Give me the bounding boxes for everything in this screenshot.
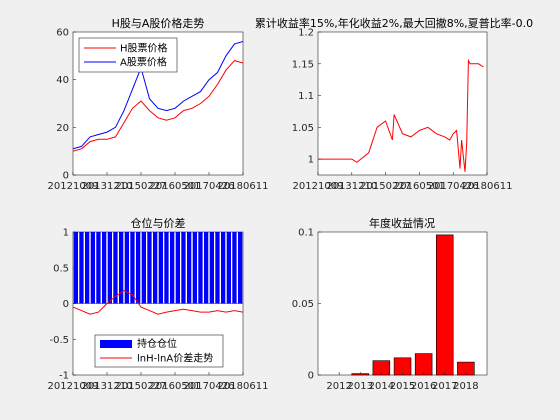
year-bar (414, 353, 433, 376)
position-bar (181, 232, 186, 304)
x-tick-label: 20180611 (462, 181, 513, 192)
x-tick-label: 2014 (369, 381, 394, 392)
position-bar (221, 232, 226, 304)
position-bar (136, 232, 141, 304)
x-tick-label: 20131210 (326, 181, 377, 192)
return-chart-title: 累计收益率15%,年化收益2%,最大回撤8%,夏普比率-0.0 (255, 16, 533, 30)
series-line (73, 41, 243, 150)
position-bar (158, 232, 163, 304)
x-tick-label: 20121009 (48, 381, 99, 392)
y-tick-label: 1.05 (292, 123, 314, 134)
position-bar (232, 232, 237, 304)
position-bar (209, 232, 214, 304)
position-bar (238, 232, 243, 304)
legend-label: lnH-lnA价差走势 (137, 352, 213, 365)
year-bar (435, 234, 454, 376)
position-bar (79, 232, 84, 304)
position-bar (130, 232, 135, 304)
x-tick-label: 2012 (326, 381, 351, 392)
series-line (73, 60, 243, 152)
x-tick-label: 2018 (453, 381, 478, 392)
legend-label: 持仓仓位 (137, 337, 177, 350)
y-tick-label: -1 (59, 371, 69, 382)
x-tick-label: 2015 (390, 381, 415, 392)
x-tick-label: 20131210 (82, 181, 133, 192)
x-tick-label: 20180611 (218, 381, 269, 392)
x-tick-label: 20150227 (360, 181, 411, 192)
position-bar (187, 232, 192, 304)
position-bar (85, 232, 90, 304)
y-tick-label: 0.5 (53, 263, 69, 274)
y-tick-label: 0 (63, 171, 69, 182)
position-bar (96, 232, 101, 304)
x-tick-label: 20160501 (150, 381, 201, 392)
legend: 持仓仓位 lnH-lnA价差走势 (94, 334, 224, 368)
legend-label: A股票价格 (120, 56, 167, 69)
position-bar (90, 232, 95, 304)
x-tick-label: 2013 (348, 381, 373, 392)
legend-label: H股票价格 (120, 42, 168, 55)
position-bar (147, 232, 152, 304)
y-tick-label: 0 (63, 299, 69, 310)
position-spread-chart: 仓位与价差 -1 -0.5 0 0.5 1 20121009201312102015022… (48, 216, 269, 392)
series-line (73, 290, 243, 315)
x-tick-label: 2016 (411, 381, 436, 392)
position-bar (164, 232, 169, 304)
position-bar (226, 232, 231, 304)
x-tick-label: 20170426 (184, 181, 235, 192)
x-tick-label: 20121009 (48, 181, 99, 192)
x-tick-label: 20180611 (218, 181, 269, 192)
y-tick-label: 0.05 (292, 299, 314, 310)
position-bar (170, 232, 175, 304)
x-tick-label: 20150227 (116, 381, 167, 392)
position-bar (198, 232, 203, 304)
price-chart: H股与A股价格走势 0 20 40 60 20121009201312102015022… (48, 16, 269, 192)
y-tick-label: 40 (56, 75, 69, 86)
legend-swatch (100, 340, 132, 348)
y-tick-label: -0.5 (49, 335, 69, 346)
y-tick-label: 1.2 (298, 28, 314, 39)
y-tick-label: 20 (56, 123, 69, 134)
y-tick-label: 1 (63, 228, 69, 239)
y-tick-label: 1.1 (298, 91, 314, 102)
x-tick-label: 20131210 (82, 381, 133, 392)
y-tick-label: 1 (308, 155, 314, 166)
x-tick-label: 20121009 (293, 181, 344, 192)
y-tick-label: 0.1 (298, 228, 314, 239)
x-tick-label: 20170426 (184, 381, 235, 392)
x-tick-label: 2017 (432, 381, 457, 392)
x-tick-label: 20170426 (428, 181, 479, 192)
x-tick-label: 20150227 (116, 181, 167, 192)
y-tick-label: 1.15 (292, 59, 314, 70)
annual-return-chart-title: 年度收益情况 (369, 216, 435, 230)
position-bar (215, 232, 220, 304)
position-bar (113, 232, 118, 304)
position-spread-chart-title: 仓位与价差 (131, 216, 186, 230)
position-bar (102, 232, 107, 304)
x-tick-label: 20160501 (394, 181, 445, 192)
position-bar (107, 232, 112, 304)
position-bar (141, 232, 146, 304)
return-chart: 累计收益率15%,年化收益2%,最大回撤8%,夏普比率-0.0 1 1.05 1.1… (255, 16, 533, 192)
series-line (318, 58, 484, 172)
position-bar (153, 232, 158, 304)
x-tick-label: 20160501 (150, 181, 201, 192)
y-tick-label: 60 (56, 28, 69, 39)
position-bar (192, 232, 197, 304)
price-chart-title: H股与A股价格走势 (112, 16, 205, 30)
y-tick-label: 0 (308, 371, 314, 382)
position-bar (175, 232, 180, 304)
position-bar (124, 232, 129, 304)
position-bar (119, 232, 124, 304)
position-bar (204, 232, 209, 304)
